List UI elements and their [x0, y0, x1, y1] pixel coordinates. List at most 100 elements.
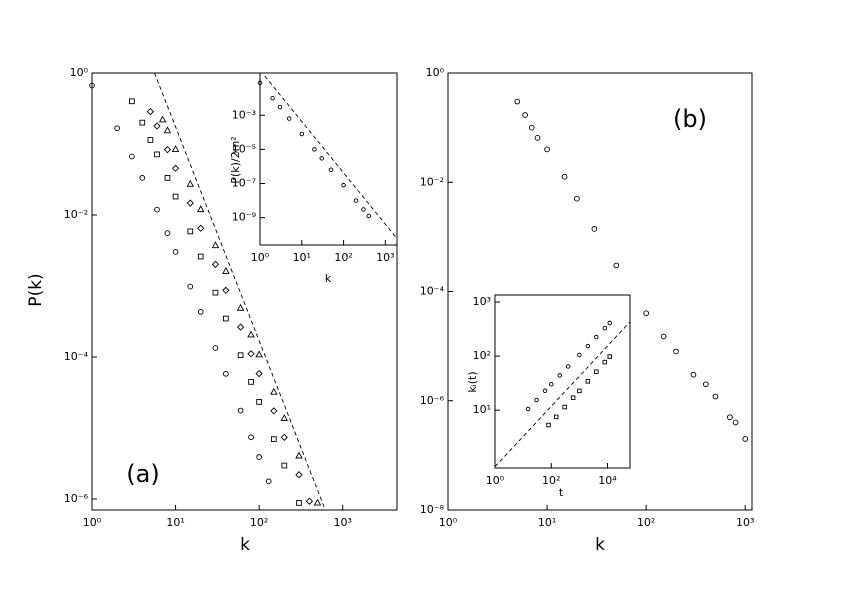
- marker-circle: [727, 414, 733, 421]
- x-axis-label: k: [595, 535, 605, 555]
- marker-circle: [187, 283, 194, 290]
- y-tick-label: 10⁻²: [64, 208, 88, 221]
- marker-circle: [577, 352, 582, 358]
- marker-circle: [591, 226, 598, 232]
- marker-circle: [528, 124, 535, 131]
- x-axis-label: t: [559, 486, 564, 499]
- marker-circle: [341, 182, 346, 188]
- marker-diamond: [153, 122, 161, 130]
- x-tick-label: 10³: [736, 516, 754, 529]
- marker-square: [281, 462, 288, 469]
- marker-diamond: [146, 107, 155, 116]
- marker-triangle: [295, 451, 303, 459]
- marker-circle: [565, 364, 571, 369]
- y-tick-label: 10³: [473, 295, 491, 308]
- y-axis-label: P(k): [26, 273, 46, 306]
- y-tick-label: 10⁻⁶: [64, 492, 89, 505]
- x-tick-label: 10¹: [293, 251, 311, 264]
- marker-diamond: [236, 323, 245, 331]
- marker-circle: [561, 173, 568, 180]
- x-tick-label: 10⁰: [83, 516, 102, 529]
- marker-triangle: [211, 241, 220, 249]
- marker-circle: [732, 419, 739, 426]
- marker-triangle: [186, 179, 195, 187]
- reference-line: [154, 72, 326, 511]
- marker-triangle: [222, 266, 230, 274]
- marker-square: [270, 436, 277, 442]
- y-tick-label: 10⁻⁴: [420, 285, 445, 298]
- marker-circle: [353, 198, 359, 203]
- marker-square: [585, 379, 591, 384]
- marker-square: [248, 379, 254, 385]
- marker-triangle: [270, 387, 278, 395]
- marker-circle: [534, 134, 541, 141]
- x-tick-label: 10⁴: [598, 474, 617, 487]
- marker-circle: [585, 343, 591, 349]
- marker-circle: [643, 310, 650, 317]
- marker-square: [139, 119, 146, 126]
- y-tick-label: 10⁻⁵: [232, 142, 256, 155]
- marker-diamond: [270, 407, 278, 415]
- marker-circle: [164, 230, 171, 236]
- y-tick-label: 10¹: [473, 403, 491, 416]
- marker-triangle: [280, 414, 289, 422]
- x-tick-label: 10²: [334, 251, 352, 264]
- marker-circle: [257, 80, 263, 86]
- y-tick-label: 10⁰: [70, 66, 89, 79]
- x-tick-label: 10⁰: [439, 516, 458, 529]
- marker-circle: [712, 393, 719, 400]
- y-tick-label: 10⁻⁷: [232, 177, 256, 190]
- panel-label: (b): [673, 105, 707, 133]
- y-tick-label: 10⁻⁸: [420, 503, 445, 516]
- marker-circle: [602, 325, 608, 331]
- marker-triangle: [313, 498, 322, 506]
- marker-square: [594, 369, 599, 374]
- y-tick-label: 10⁻³: [232, 108, 256, 121]
- marker-triangle: [247, 330, 255, 338]
- marker-circle: [237, 407, 244, 414]
- marker-triangle: [196, 205, 205, 213]
- marker-diamond: [171, 164, 180, 172]
- marker-circle: [286, 116, 292, 121]
- marker-circle: [607, 320, 612, 326]
- x-tick-label: 10⁰: [486, 474, 505, 487]
- marker-circle: [319, 156, 324, 161]
- marker-diamond: [197, 224, 205, 232]
- panel-label: (a): [126, 460, 159, 488]
- x-axis-label: k: [325, 272, 332, 285]
- marker-circle: [690, 371, 697, 378]
- marker-circle: [248, 434, 254, 441]
- marker-circle: [702, 381, 709, 388]
- marker-diamond: [280, 433, 288, 441]
- marker-circle: [114, 125, 121, 132]
- marker-circle: [299, 131, 305, 137]
- marker-diamond: [255, 370, 263, 378]
- y-tick-label: 10⁰: [426, 66, 445, 79]
- x-axis-label: k: [240, 535, 250, 555]
- x-tick-label: 10²: [637, 516, 655, 529]
- marker-square: [212, 289, 219, 296]
- marker-circle: [89, 82, 95, 89]
- marker-square: [154, 151, 160, 158]
- marker-circle: [139, 175, 146, 181]
- marker-square: [602, 359, 608, 365]
- y-axis-label: P(k)/2m²: [229, 136, 242, 183]
- marker-diamond: [247, 350, 255, 358]
- marker-square: [172, 193, 179, 200]
- marker-circle: [525, 406, 531, 412]
- marker-circle: [549, 382, 554, 387]
- marker-square: [256, 399, 262, 405]
- x-tick-label: 10¹: [166, 516, 184, 529]
- plot-frame: [259, 72, 398, 246]
- marker-circle: [544, 146, 550, 153]
- marker-square: [197, 253, 204, 260]
- marker-square: [147, 137, 154, 143]
- marker-square: [562, 404, 567, 410]
- marker-circle: [197, 308, 204, 315]
- y-tick-label: 10⁻⁹: [232, 211, 256, 224]
- marker-circle: [129, 153, 135, 160]
- marker-diamond: [163, 145, 172, 154]
- marker-triangle: [158, 115, 167, 123]
- x-tick-label: 10¹: [538, 516, 556, 529]
- marker-circle: [522, 112, 528, 118]
